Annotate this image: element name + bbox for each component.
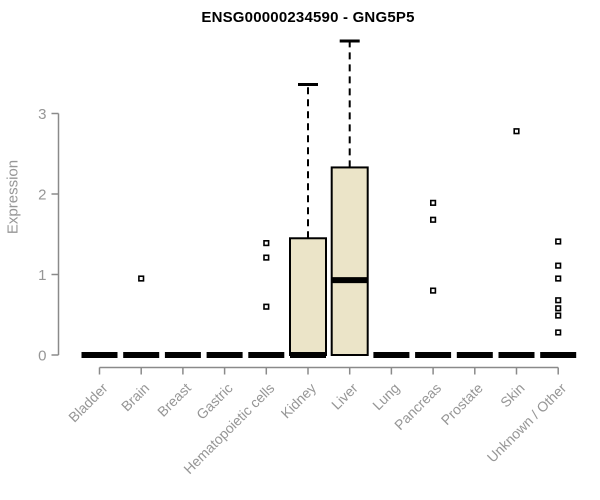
box-lung: [373, 352, 410, 358]
outlier-unknown-other-0: [555, 238, 562, 245]
x-tick-label-prostate: Prostate: [438, 380, 486, 428]
outlier-unknown-other-5: [555, 312, 562, 319]
box-skin: [498, 352, 535, 358]
box-unknown-other: [540, 352, 577, 358]
outlier-unknown-other-3: [555, 297, 562, 304]
box-pancreas: [415, 352, 452, 358]
y-tick-label-3: 3: [38, 106, 46, 123]
box-gastric: [206, 352, 243, 358]
outlier-hematopoietic-cells-0: [263, 240, 270, 247]
x-tick-label-liver: Liver: [328, 380, 361, 413]
outlier-skin-0: [513, 128, 520, 135]
outlier-brain-0: [138, 275, 145, 282]
outlier-unknown-other-6: [555, 329, 562, 336]
x-tick-label-skin: Skin: [497, 380, 528, 411]
box-prostate: [456, 352, 493, 358]
x-tick-label-unknown-other: Unknown / Other: [484, 380, 570, 466]
outlier-unknown-other-2: [555, 275, 562, 282]
outlier-pancreas-1: [429, 216, 437, 223]
box-liver: [330, 166, 369, 356]
x-tick-label-kidney: Kidney: [278, 380, 320, 422]
y-tick-label-0: 0: [38, 348, 46, 365]
x-tick-label-breast: Breast: [154, 380, 194, 420]
x-tick-label-lung: Lung: [369, 380, 402, 413]
outlier-hematopoietic-cells-1: [263, 254, 270, 261]
median-kidney: [290, 352, 326, 358]
box-hematopoietic-cells: [248, 352, 285, 358]
outlier-unknown-other-1: [555, 262, 562, 269]
x-tick-label-bladder: Bladder: [65, 380, 111, 426]
box-bladder: [81, 352, 118, 358]
outlier-hematopoietic-cells-2: [263, 303, 270, 310]
y-tick-label-1: 1: [38, 267, 46, 284]
y-tick-label-2: 2: [38, 187, 46, 204]
outlier-pancreas-2: [429, 287, 437, 294]
box-brain: [123, 352, 160, 358]
median-liver: [331, 277, 368, 284]
chart-title: ENSG00000234590 - GNG5P5: [201, 9, 415, 26]
x-tick-label-brain: Brain: [118, 380, 152, 414]
outlier-pancreas-0: [429, 199, 437, 206]
box-breast: [164, 352, 201, 358]
box-kidney: [289, 237, 327, 356]
outlier-unknown-other-4: [555, 305, 562, 312]
